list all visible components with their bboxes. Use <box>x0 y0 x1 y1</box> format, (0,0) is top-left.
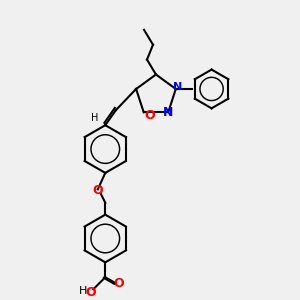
Text: O: O <box>144 109 155 122</box>
Text: O: O <box>113 277 124 290</box>
Text: O: O <box>85 286 96 299</box>
Text: N: N <box>163 106 173 119</box>
Text: O: O <box>92 184 103 197</box>
Text: H: H <box>91 113 98 123</box>
Text: H: H <box>79 286 87 296</box>
Text: N: N <box>173 82 182 92</box>
